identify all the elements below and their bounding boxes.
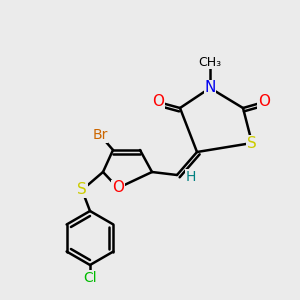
Text: O: O <box>112 181 124 196</box>
Text: Cl: Cl <box>83 271 97 285</box>
Text: S: S <box>247 136 257 151</box>
Text: CH₃: CH₃ <box>198 56 222 68</box>
Text: N: N <box>204 80 216 95</box>
Text: O: O <box>258 94 270 110</box>
Text: S: S <box>77 182 87 197</box>
Text: O: O <box>152 94 164 110</box>
Text: Br: Br <box>92 128 108 142</box>
Text: H: H <box>186 170 196 184</box>
